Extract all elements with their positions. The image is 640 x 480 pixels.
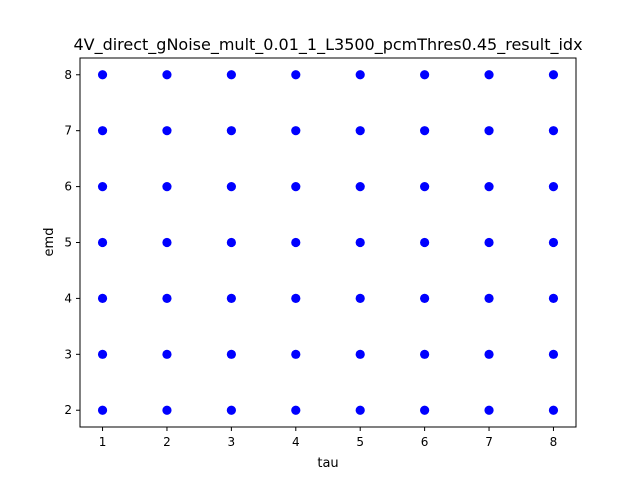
data-point	[420, 237, 430, 248]
y-tick-label: 7	[64, 124, 72, 138]
x-tick-label: 4	[292, 435, 300, 449]
data-point	[420, 293, 430, 304]
data-point	[162, 126, 172, 136]
x-axis-ticks: 1 2 3 4 5 6 7 8	[99, 427, 558, 449]
data-point	[420, 405, 430, 415]
data-point	[355, 181, 365, 192]
x-tick-label: 5	[356, 435, 364, 449]
data-point	[420, 349, 430, 359]
x-tick-label: 2	[163, 435, 171, 449]
data-point	[97, 126, 108, 136]
data-point	[548, 181, 559, 192]
x-tick-label: 8	[550, 435, 558, 449]
y-tick-label: 5	[64, 236, 72, 250]
data-point	[162, 181, 172, 192]
data-point	[162, 293, 172, 304]
data-point	[97, 70, 108, 80]
y-tick-label: 8	[64, 68, 72, 82]
y-tick-label: 4	[64, 291, 72, 305]
data-point	[226, 293, 236, 304]
x-tick-label: 6	[421, 435, 429, 449]
data-point	[548, 237, 559, 248]
data-point	[548, 70, 559, 80]
data-point	[291, 293, 301, 304]
data-point	[355, 293, 365, 304]
data-point	[484, 126, 494, 136]
data-point	[355, 405, 365, 415]
data-point	[97, 405, 108, 415]
data-point	[355, 237, 365, 248]
y-axis-ticks: 2 3 4 5 6 7 8	[64, 68, 80, 417]
data-point	[420, 181, 430, 192]
data-point	[162, 237, 172, 248]
x-axis-label: tau	[317, 456, 338, 471]
data-point	[548, 405, 559, 415]
data-point	[291, 405, 301, 415]
x-tick-label: 7	[485, 435, 493, 449]
data-point	[291, 126, 301, 136]
data-point	[420, 70, 430, 80]
data-point	[291, 349, 301, 359]
data-point	[355, 349, 365, 359]
x-tick-label: 3	[228, 435, 236, 449]
x-tick-label: 1	[99, 435, 107, 449]
data-point	[226, 181, 236, 192]
chart-title: 4V_direct_gNoise_mult_0.01_1_L3500_pcmTh…	[73, 35, 582, 55]
data-point	[162, 405, 172, 415]
data-point	[162, 349, 172, 359]
data-point	[484, 181, 494, 192]
data-point	[226, 349, 236, 359]
data-point	[484, 237, 494, 248]
y-tick-label: 3	[64, 347, 72, 361]
data-point	[97, 293, 108, 304]
y-tick-label: 2	[64, 403, 72, 417]
data-point	[355, 126, 365, 136]
data-point	[291, 70, 301, 80]
data-point	[484, 293, 494, 304]
data-point	[97, 181, 108, 192]
data-points	[97, 70, 559, 415]
data-point	[484, 349, 494, 359]
data-point	[548, 349, 559, 359]
data-point	[97, 237, 108, 248]
data-point	[548, 126, 559, 136]
data-point	[291, 181, 301, 192]
data-point	[162, 70, 172, 80]
data-point	[226, 70, 236, 80]
data-point	[355, 70, 365, 80]
data-point	[226, 237, 236, 248]
y-tick-label: 6	[64, 180, 72, 194]
data-point	[226, 405, 236, 415]
data-point	[420, 126, 430, 136]
data-point	[226, 126, 236, 136]
data-point	[484, 70, 494, 80]
data-point	[97, 349, 108, 359]
data-point	[291, 237, 301, 248]
data-point	[548, 293, 559, 304]
y-axis-label: emd	[42, 228, 57, 257]
data-point	[484, 405, 494, 415]
